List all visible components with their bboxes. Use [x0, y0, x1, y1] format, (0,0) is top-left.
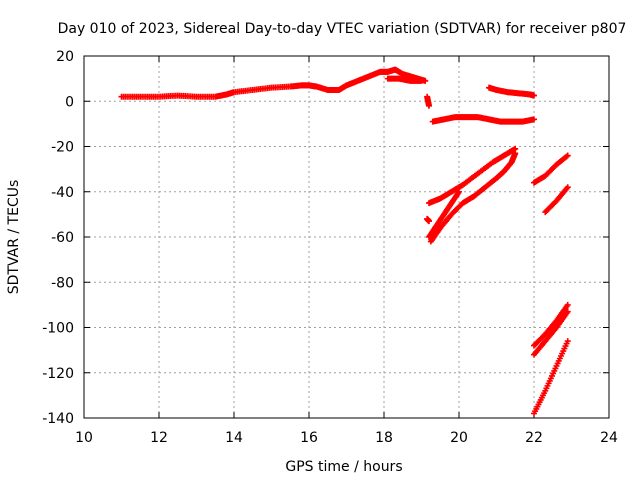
series-diag-b — [427, 150, 519, 245]
data-point — [512, 150, 519, 157]
y-tick-label: -80 — [51, 275, 74, 291]
series-plateau-neg8 — [429, 114, 537, 125]
series-main-track — [118, 66, 429, 100]
y-tick-label: -100 — [42, 321, 74, 337]
y-axis-label: SDTVAR / TECUs — [6, 180, 22, 295]
data-point — [564, 308, 571, 315]
series-late-diag-2 — [542, 184, 571, 216]
data-point — [531, 116, 537, 123]
y-tick-label: -20 — [51, 140, 74, 156]
series-late-high — [486, 84, 537, 99]
x-tick-label: 20 — [450, 430, 468, 446]
data-point — [426, 102, 432, 109]
y-tick-label: -40 — [51, 185, 74, 201]
x-tick-label: 14 — [225, 430, 243, 446]
data-point — [531, 92, 537, 99]
series-diag-a — [426, 145, 519, 207]
series-late-diag-1 — [531, 152, 571, 186]
data-point — [564, 301, 571, 308]
y-tick-label: 20 — [56, 49, 74, 65]
y-tick-label: -60 — [51, 230, 74, 246]
x-tick-label: 16 — [300, 430, 318, 446]
x-tick-label: 12 — [150, 430, 168, 446]
chart-title: Day 010 of 2023, Sidereal Day-to-day VTE… — [58, 21, 627, 37]
x-tick-label: 24 — [600, 430, 618, 446]
y-tick-label: 0 — [65, 94, 74, 110]
series-late-diag-5 — [531, 338, 571, 417]
x-tick-label: 10 — [75, 430, 93, 446]
data-point — [426, 218, 432, 225]
data-point — [564, 152, 571, 159]
plot-frame — [83, 55, 610, 419]
y-tick-label: -140 — [42, 411, 74, 427]
data-point — [418, 77, 425, 84]
data-point — [564, 338, 571, 345]
series-diag-c — [426, 188, 462, 240]
series-pt-19-52 — [424, 215, 432, 225]
series-dip-1819 — [384, 75, 425, 84]
data-point — [456, 188, 462, 195]
data-point — [564, 184, 571, 191]
x-tick-label: 18 — [375, 430, 393, 446]
x-axis-label: GPS time / hours — [285, 459, 402, 475]
series-drop-1915 — [424, 93, 432, 109]
x-tick-label: 22 — [525, 430, 543, 446]
series-late-diag-4 — [531, 308, 571, 358]
y-tick-label: -120 — [42, 366, 74, 382]
data-point — [563, 153, 570, 160]
